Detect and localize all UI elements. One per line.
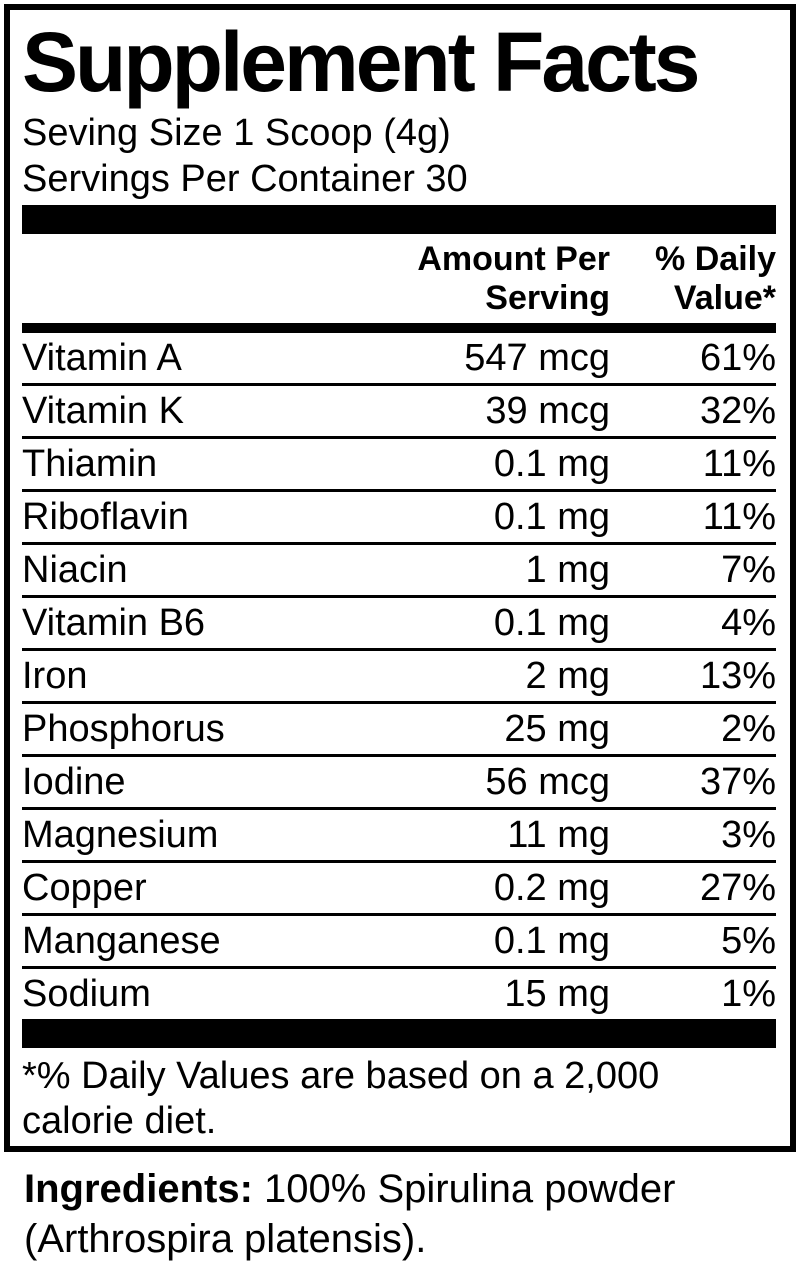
table-header: Amount Per Serving % Daily Value* <box>22 234 776 323</box>
medium-divider <box>22 323 776 333</box>
ingredients-label: Ingredients: <box>24 1167 253 1211</box>
thick-divider-top <box>22 205 776 234</box>
nutrient-row: Copper 0.2 mg 27% <box>22 863 776 916</box>
nutrient-row: Magnesium 11 mg 3% <box>22 810 776 863</box>
nutrient-amount: 56 mcg <box>485 760 610 803</box>
nutrient-daily-value: 3% <box>721 813 776 856</box>
serving-size: Seving Size 1 Scoop (4g) <box>22 112 451 154</box>
nutrient-row: Sodium 15 mg 1% <box>22 969 776 1019</box>
daily-value-footnote: *% Daily Values are based on a 2,000 cal… <box>22 1055 660 1142</box>
nutrient-daily-value: 11% <box>702 442 776 485</box>
nutrient-row: Iodine 56 mcg 37% <box>22 757 776 810</box>
nutrient-row: Riboflavin 0.1 mg 11% <box>22 492 776 545</box>
nutrient-daily-value: 11% <box>702 495 776 538</box>
nutrient-row: Phosphorus 25 mg 2% <box>22 704 776 757</box>
nutrient-daily-value: 13% <box>699 654 776 697</box>
nutrient-row: Manganese 0.1 mg 5% <box>22 916 776 969</box>
nutrient-amount: 15 mg <box>504 972 610 1015</box>
nutrient-name: Phosphorus <box>22 707 225 750</box>
nutrient-daily-value: 4% <box>721 601 776 644</box>
nutrient-row: Niacin 1 mg 7% <box>22 545 776 598</box>
nutrient-name: Vitamin B6 <box>22 601 206 644</box>
nutrient-name: Manganese <box>22 919 221 962</box>
nutrient-amount: 0.2 mg <box>493 866 610 909</box>
nutrient-name: Vitamin K <box>22 389 184 432</box>
nutrient-daily-value: 1% <box>721 972 776 1015</box>
nutrient-daily-value: 7% <box>721 548 776 591</box>
nutrient-daily-value: 37% <box>699 760 776 803</box>
nutrient-amount: 547 mcg <box>464 336 610 379</box>
ingredients-text: 100% Spirulina powder (Arthrospira plate… <box>24 1167 676 1261</box>
ingredients-section: Ingredients: 100% Spirulina powder (Arth… <box>24 1164 754 1264</box>
thick-divider-bottom <box>22 1019 776 1048</box>
nutrient-daily-value: 5% <box>721 919 776 962</box>
nutrient-daily-value: 2% <box>721 707 776 750</box>
nutrient-daily-value: 61% <box>699 336 776 379</box>
nutrient-amount: 0.1 mg <box>493 442 610 485</box>
nutrient-row: Iron 2 mg 13% <box>22 651 776 704</box>
nutrient-name: Magnesium <box>22 813 219 856</box>
nutrient-name: Iodine <box>22 760 126 803</box>
nutrient-name: Sodium <box>22 972 151 1015</box>
nutrient-name: Thiamin <box>22 442 158 485</box>
nutrient-amount: 11 mg <box>507 813 610 856</box>
panel-title: Supplement Facts <box>22 15 700 109</box>
nutrient-row: Thiamin 0.1 mg 11% <box>22 439 776 492</box>
nutrient-amount: 0.1 mg <box>493 601 610 644</box>
nutrient-row: Vitamin K 39 mcg 32% <box>22 386 776 439</box>
nutrient-name: Riboflavin <box>22 495 189 538</box>
nutrient-amount: 25 mg <box>504 707 610 750</box>
nutrient-amount: 2 mg <box>525 654 610 697</box>
servings-per-container: Servings Per Container 30 <box>22 158 468 200</box>
column-header-amount: Amount Per Serving <box>417 240 610 317</box>
serving-info: Seving Size 1 Scoop (4g) Servings Per Co… <box>22 110 776 202</box>
supplement-facts-panel: Supplement Facts Seving Size 1 Scoop (4g… <box>4 4 796 1152</box>
nutrient-row: Vitamin A 547 mcg 61% <box>22 333 776 386</box>
nutrient-amount: 1 mg <box>525 548 610 591</box>
nutrient-table: Vitamin A 547 mcg 61% Vitamin K 39 mcg 3… <box>22 333 776 1019</box>
column-header-daily-value: % Daily Value* <box>655 240 776 317</box>
nutrient-daily-value: 27% <box>699 866 776 909</box>
nutrient-amount: 39 mcg <box>485 389 610 432</box>
nutrient-daily-value: 32% <box>699 389 776 432</box>
nutrient-amount: 0.1 mg <box>493 919 610 962</box>
nutrient-amount: 0.1 mg <box>493 495 610 538</box>
nutrient-name: Iron <box>22 654 88 697</box>
nutrient-row: Vitamin B6 0.1 mg 4% <box>22 598 776 651</box>
nutrient-name: Copper <box>22 866 147 909</box>
nutrient-name: Vitamin A <box>22 336 182 379</box>
nutrient-name: Niacin <box>22 548 128 591</box>
